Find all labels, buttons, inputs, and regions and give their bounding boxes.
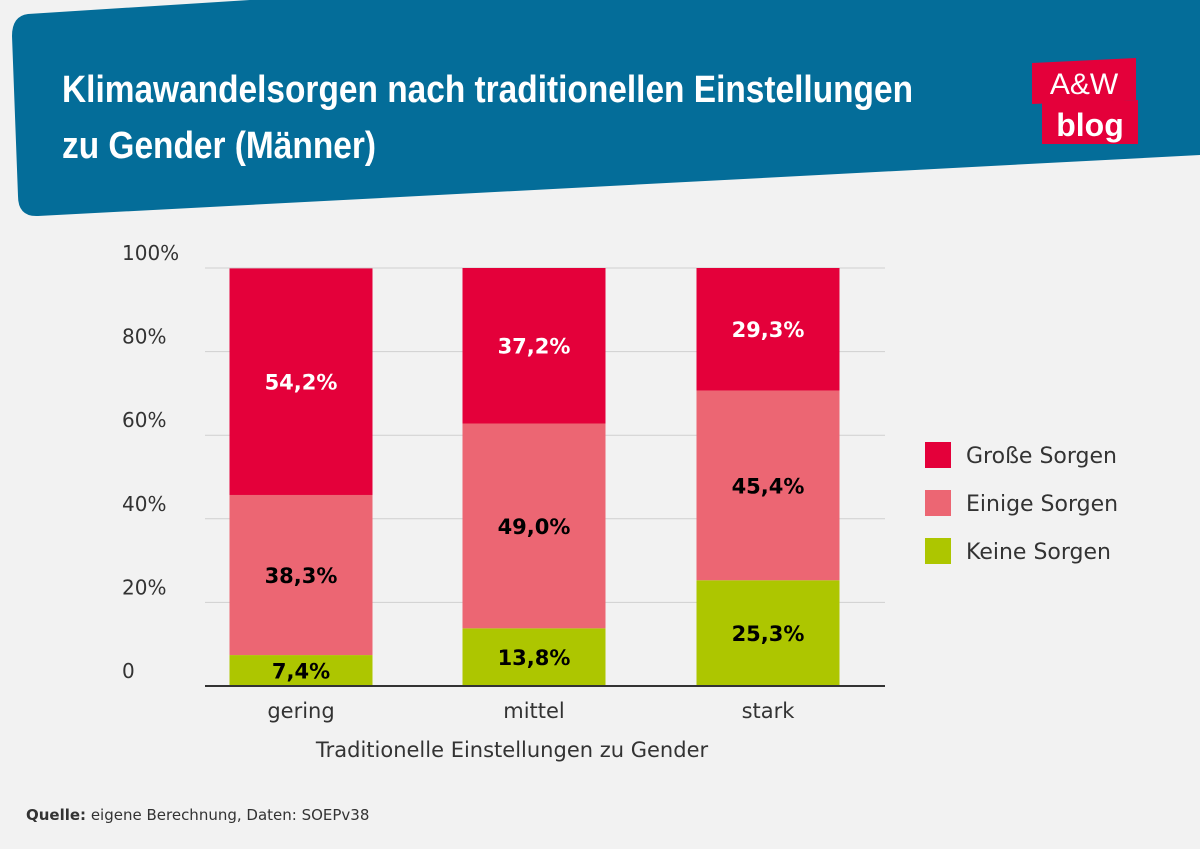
data-label: 54,2% — [265, 371, 338, 395]
svg-text:A&W: A&W — [1050, 68, 1119, 101]
chart-title: Klimawandelsorgen nach traditionellen Ei… — [62, 62, 913, 174]
source-note: Quelle: eigene Berechnung, Daten: SOEPv3… — [26, 806, 369, 824]
data-label: 38,3% — [265, 564, 338, 588]
y-tick-label: 80% — [122, 325, 166, 349]
bar-segment — [229, 655, 373, 686]
y-tick-label: 60% — [122, 408, 166, 432]
header-banner — [12, 0, 1200, 217]
legend-swatch — [925, 490, 951, 516]
legend-label: Keine Sorgen — [966, 540, 1111, 565]
bar-segment — [696, 580, 840, 686]
bar-segment — [462, 628, 606, 686]
data-label: 45,4% — [732, 474, 805, 498]
data-label: 37,2% — [498, 335, 571, 359]
title-line-1: Klimawandelsorgen nach traditionellen Ei… — [62, 69, 914, 111]
y-tick-label: 20% — [122, 575, 166, 599]
x-tick-label: mittel — [503, 699, 565, 723]
data-label: 25,3% — [732, 622, 805, 646]
legend-swatch — [925, 538, 951, 564]
data-label: 13,8% — [498, 646, 571, 670]
x-axis-title: Traditionelle Einstellungen zu Gender — [315, 738, 709, 762]
data-label: 29,3% — [732, 318, 805, 342]
y-tick-label: 0 — [122, 659, 135, 683]
data-label: 49,0% — [498, 515, 571, 539]
y-tick-label: 100% — [122, 241, 179, 265]
legend-label: Einige Sorgen — [966, 492, 1118, 517]
x-tick-label: stark — [742, 699, 796, 723]
aw-blog-logo: A&W blog — [1032, 58, 1138, 144]
bar-segment — [229, 494, 373, 656]
bar-segment — [696, 390, 840, 581]
x-tick-label: gering — [267, 699, 334, 723]
data-label: 7,4% — [272, 660, 330, 684]
bar-segment — [696, 268, 840, 391]
source-label: Quelle: — [26, 806, 87, 824]
source-text: eigene Berechnung, Daten: SOEPv38 — [86, 806, 370, 824]
legend-swatch — [925, 442, 951, 468]
title-line-2: zu Gender (Männer) — [62, 125, 376, 167]
legend-label: Große Sorgen — [966, 444, 1117, 469]
bar-segment — [462, 268, 606, 424]
bar-segment — [229, 268, 373, 495]
bar-segment — [462, 423, 606, 629]
y-tick-label: 40% — [122, 492, 166, 516]
svg-text:blog: blog — [1056, 107, 1124, 143]
